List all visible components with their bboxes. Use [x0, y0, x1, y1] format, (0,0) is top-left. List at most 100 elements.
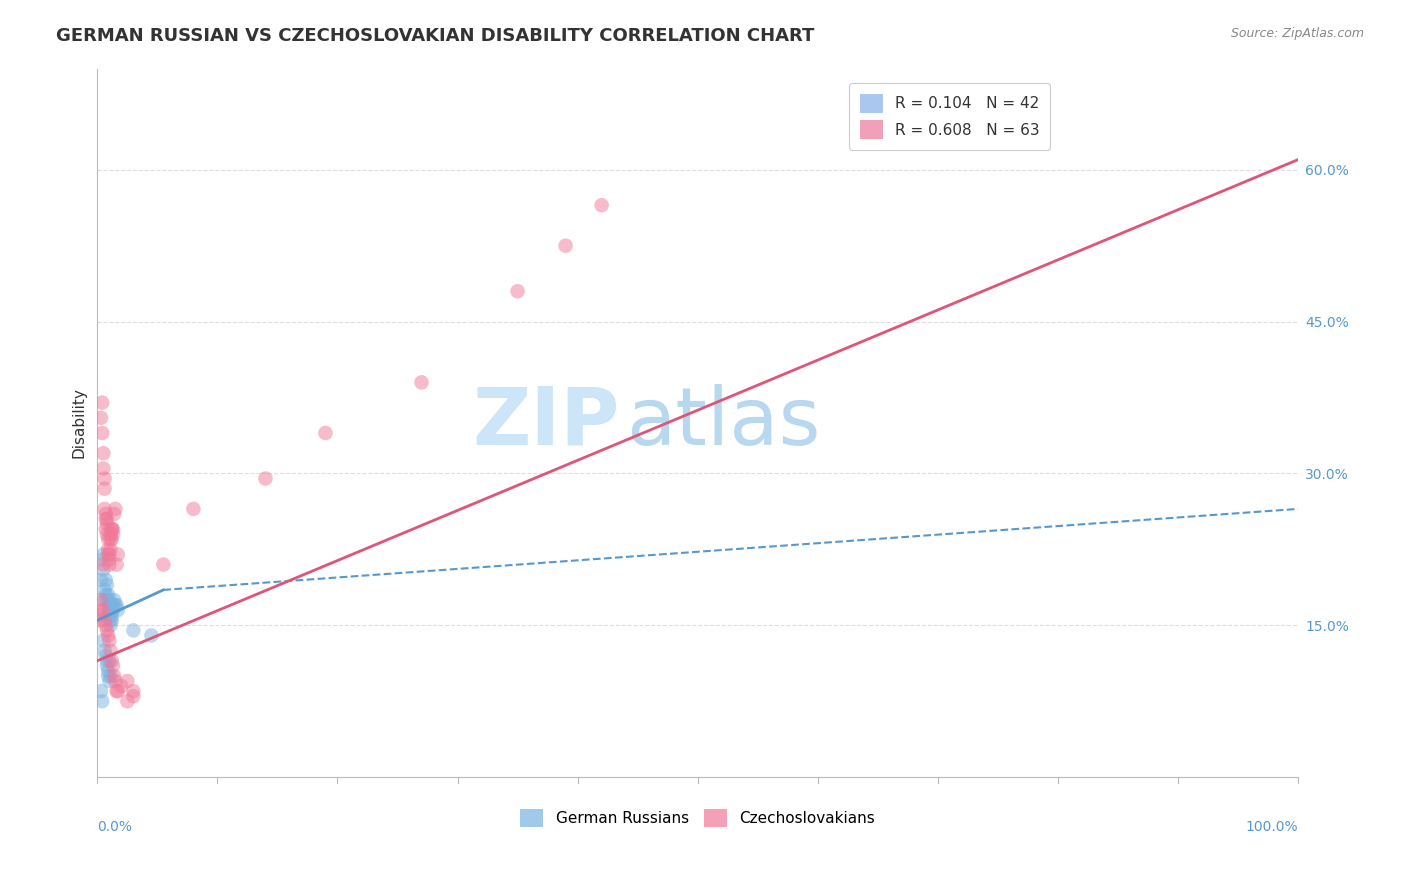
Point — [97, 588, 120, 602]
Point — [101, 603, 124, 617]
Point — [105, 598, 128, 612]
Point — [100, 542, 122, 557]
Point — [96, 512, 118, 526]
Point — [96, 593, 118, 607]
Point — [100, 613, 122, 627]
Point — [91, 425, 114, 440]
Point — [107, 548, 129, 562]
Point — [100, 669, 122, 683]
Point — [93, 461, 115, 475]
Point — [94, 588, 117, 602]
Point — [110, 679, 132, 693]
Point — [90, 573, 112, 587]
Point — [105, 558, 128, 572]
Point — [94, 522, 117, 536]
Point — [100, 533, 122, 547]
Y-axis label: Disability: Disability — [72, 387, 86, 458]
Point — [89, 613, 111, 627]
Point — [100, 618, 122, 632]
Point — [98, 558, 121, 572]
Point — [93, 582, 115, 597]
Point — [506, 285, 529, 299]
Point — [97, 669, 120, 683]
Point — [100, 527, 122, 541]
Point — [97, 548, 120, 562]
Point — [90, 410, 112, 425]
Text: ZIP: ZIP — [472, 384, 620, 462]
Legend: German Russians, Czechoslovakians: German Russians, Czechoslovakians — [515, 803, 882, 833]
Point — [101, 527, 124, 541]
Point — [96, 624, 118, 638]
Point — [96, 527, 118, 541]
Point — [93, 471, 115, 485]
Point — [93, 563, 115, 577]
Point — [94, 507, 117, 521]
Point — [122, 684, 145, 698]
Point — [98, 552, 121, 566]
Point — [93, 558, 115, 572]
Point — [94, 648, 117, 663]
Point — [554, 238, 576, 252]
Point — [105, 684, 128, 698]
Text: 100.0%: 100.0% — [1246, 820, 1298, 834]
Point — [90, 603, 112, 617]
Point — [122, 689, 145, 703]
Point — [183, 502, 205, 516]
Point — [93, 446, 115, 460]
Point — [100, 613, 122, 627]
Point — [314, 425, 336, 440]
Point — [93, 633, 115, 648]
Point — [93, 603, 115, 617]
Text: GERMAN RUSSIAN VS CZECHOSLOVAKIAN DISABILITY CORRELATION CHART: GERMAN RUSSIAN VS CZECHOSLOVAKIAN DISABI… — [56, 27, 814, 45]
Point — [104, 598, 127, 612]
Point — [93, 593, 115, 607]
Point — [98, 548, 121, 562]
Point — [101, 658, 124, 673]
Point — [93, 643, 115, 657]
Point — [96, 654, 118, 668]
Point — [94, 618, 117, 632]
Point — [103, 593, 125, 607]
Point — [100, 522, 122, 536]
Point — [117, 673, 139, 688]
Point — [98, 608, 121, 623]
Point — [254, 471, 277, 485]
Point — [141, 628, 163, 642]
Point — [90, 684, 112, 698]
Point — [94, 573, 117, 587]
Point — [104, 502, 127, 516]
Point — [107, 684, 129, 698]
Point — [96, 658, 118, 673]
Point — [94, 512, 117, 526]
Point — [101, 522, 124, 536]
Point — [103, 507, 125, 521]
Point — [97, 603, 120, 617]
Point — [100, 643, 122, 657]
Point — [91, 552, 114, 566]
Point — [98, 603, 121, 617]
Point — [152, 558, 174, 572]
Point — [90, 593, 112, 607]
Point — [100, 598, 122, 612]
Point — [89, 608, 111, 623]
Point — [93, 613, 115, 627]
Point — [100, 608, 122, 623]
Point — [91, 395, 114, 409]
Point — [107, 603, 129, 617]
Point — [98, 654, 121, 668]
Text: atlas: atlas — [626, 384, 820, 462]
Point — [98, 598, 121, 612]
Point — [97, 533, 120, 547]
Point — [122, 624, 145, 638]
Point — [591, 198, 613, 212]
Point — [100, 533, 122, 547]
Point — [98, 633, 121, 648]
Point — [98, 593, 121, 607]
Point — [103, 669, 125, 683]
Point — [93, 548, 115, 562]
Point — [100, 522, 122, 536]
Point — [97, 664, 120, 678]
Point — [117, 694, 139, 708]
Point — [97, 542, 120, 557]
Text: Source: ZipAtlas.com: Source: ZipAtlas.com — [1230, 27, 1364, 40]
